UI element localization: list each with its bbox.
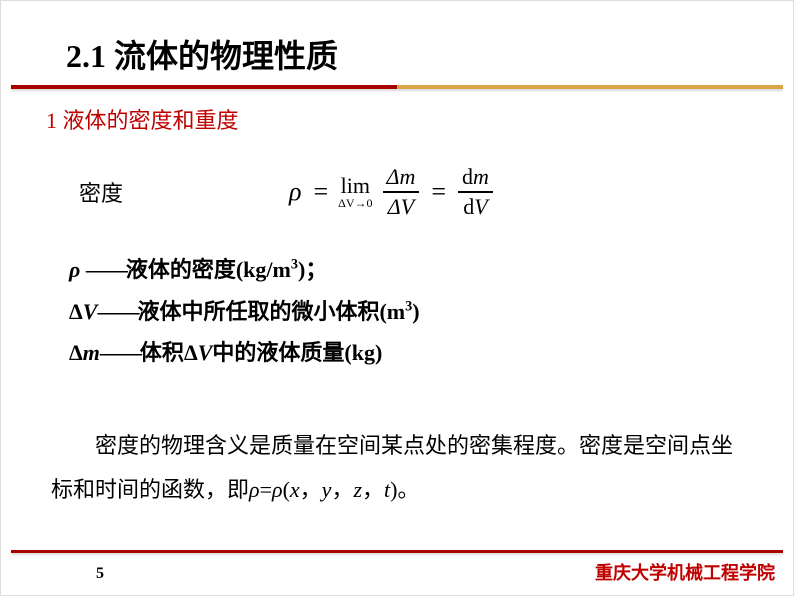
explain-c3: ， (362, 477, 384, 502)
slide-title: 2.1 流体的物理性质 (1, 1, 793, 85)
explain-eq: = (260, 477, 272, 502)
def-dv-tail: ) (412, 299, 419, 324)
frac2-num: dm (458, 165, 493, 189)
section-subtitle: 1 液体的密度和重度 (1, 89, 793, 135)
explain-open: ( (283, 477, 290, 502)
def-dash: —— (97, 299, 137, 324)
def-rho-text: 液体的密度(kg/m (126, 257, 291, 282)
footer-line (11, 550, 783, 553)
def-rho-tail: )； (298, 257, 327, 282)
lim-subscript: ΔV→0 (338, 197, 372, 209)
frac1-den: ΔV (384, 195, 418, 219)
def-dv: ΔV——液体中所任取的微小体积(m3) (69, 291, 793, 333)
def-dm-text: 中的液体质量(kg) (212, 340, 382, 365)
explain-y: y (322, 477, 332, 502)
def-dash: —— (100, 340, 140, 365)
def-dm-pre: 体积 (140, 340, 184, 365)
def-dm: Δm——体积ΔV中的液体质量(kg) (69, 332, 793, 374)
explain-end: 。 (397, 477, 419, 502)
explanation-paragraph: 密度的物理含义是质量在空间某点处的密集程度。密度是空间点坐标和时间的函数，即ρ=… (1, 374, 793, 512)
def-rho-symbol: ρ (69, 257, 86, 282)
equals-1: = (313, 177, 328, 207)
frac1-num: Δm (383, 165, 420, 189)
frac2-bar (458, 191, 493, 193)
equals-2: = (431, 177, 446, 207)
definitions-block: ρ ——液体的密度(kg/m3)； ΔV——液体中所任取的微小体积(m3) Δm… (1, 219, 793, 374)
limit-operator: lim ΔV→0 (338, 175, 372, 209)
density-row: 密度 ρ = lim ΔV→0 Δm ΔV = dm dV (1, 135, 793, 219)
explain-z: z (353, 477, 362, 502)
frac2-den: dV (459, 195, 491, 219)
def-rho: ρ ——液体的密度(kg/m3)； (69, 249, 793, 291)
explain-c2: ， (331, 477, 353, 502)
fraction-1: Δm ΔV (383, 165, 420, 219)
explain-rho1: ρ (249, 477, 260, 502)
symbol-rho: ρ (289, 177, 301, 207)
def-dm-symbol: Δm (69, 340, 100, 365)
explain-c1: ， (300, 477, 322, 502)
def-dm-mid: ΔV (184, 340, 212, 365)
density-label: 密度 (79, 176, 289, 208)
slide: 2.1 流体的物理性质 1 液体的密度和重度 密度 ρ = lim ΔV→0 Δ… (1, 1, 793, 595)
density-formula: ρ = lim ΔV→0 Δm ΔV = dm dV (289, 165, 499, 219)
page-number: 5 (96, 565, 104, 583)
lim-text: lim (341, 175, 370, 197)
frac1-bar (383, 191, 420, 193)
def-dv-symbol: ΔV (69, 299, 97, 324)
explain-rho2: ρ (272, 477, 283, 502)
explain-x: x (290, 477, 300, 502)
fraction-2: dm dV (458, 165, 493, 219)
footer-institution: 重庆大学机械工程学院 (595, 559, 775, 585)
def-dv-text: 液体中所任取的微小体积(m (137, 299, 405, 324)
def-rho-sup: 3 (291, 257, 298, 273)
def-dash: —— (86, 257, 126, 282)
